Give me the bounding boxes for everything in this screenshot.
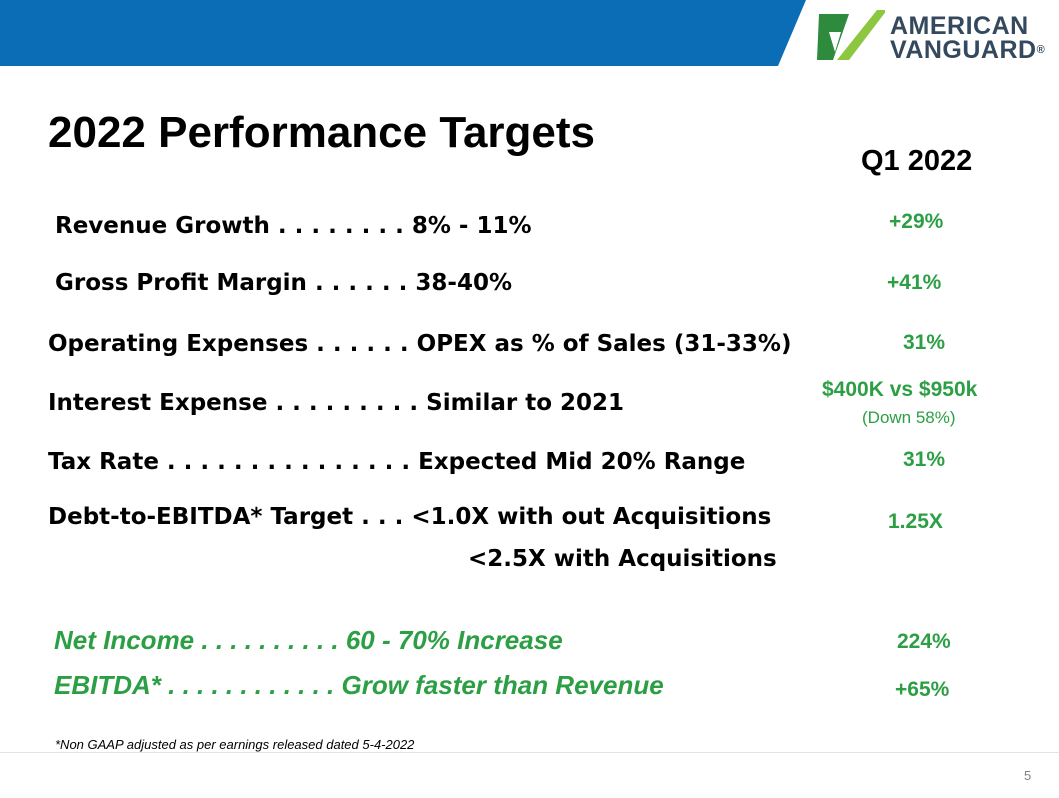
american-vanguard-logo-icon (817, 10, 885, 60)
page-number: 5 (1024, 768, 1032, 783)
registered-mark: ® (1036, 44, 1046, 56)
q1-ebitda: +65% (895, 678, 950, 701)
q1-operating-expenses: 31% (903, 331, 946, 354)
q1-net-income: 224% (897, 630, 951, 653)
target-revenue-growth: Revenue Growth . . . . . . . . 8% - 11% (55, 213, 532, 239)
q1-revenue-growth: +29% (889, 210, 944, 233)
page-title: 2022 Performance Targets (48, 108, 596, 157)
column-header-q1-2022: Q1 2022 (861, 145, 973, 177)
q1-tax-rate: 31% (903, 448, 946, 471)
brand-wordmark: AMERICAN VANGUARD® (890, 12, 1046, 64)
target-gross-profit-margin: Gross Profit Margin . . . . . . 38-40% (55, 270, 513, 296)
q1-interest-expense: $400K vs $950k (822, 378, 978, 401)
brand-line-1: AMERICAN (890, 12, 1029, 40)
footer-divider (0, 752, 1059, 753)
target-operating-expenses: Operating Expenses . . . . . . OPEX as %… (48, 331, 792, 357)
q1-debt-to-ebitda: 1.25X (888, 510, 943, 533)
target-interest-expense: Interest Expense . . . . . . . . . Simil… (48, 390, 625, 416)
target-debt-to-ebitda-line-2: <2.5X with Acquisitions (468, 546, 777, 572)
brand-line-2: VANGUARD (890, 36, 1037, 64)
footnote: *Non GAAP adjusted as per earnings relea… (55, 737, 415, 752)
q1-interest-expense-note: (Down 58%) (862, 408, 956, 427)
target-debt-to-ebitda: Debt-to-EBITDA* Target . . . <1.0X with … (48, 504, 772, 530)
target-ebitda: EBITDA* . . . . . . . . . . . . Grow fas… (54, 670, 664, 700)
q1-gross-profit-margin: +41% (887, 271, 942, 294)
header-banner (0, 0, 806, 66)
target-tax-rate: Tax Rate . . . . . . . . . . . . . . . E… (48, 449, 746, 475)
target-net-income: Net Income . . . . . . . . . . 60 - 70% … (54, 625, 563, 655)
